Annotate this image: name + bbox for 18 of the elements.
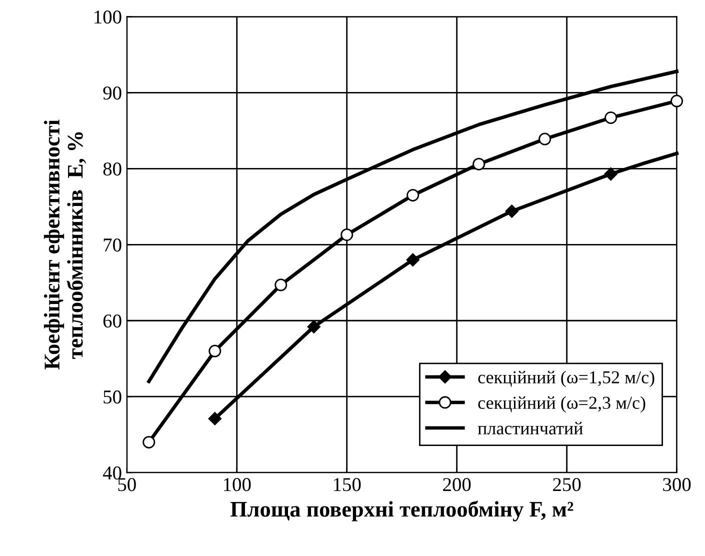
legend-label: секційний (ω=1,52 м/с) (478, 370, 654, 388)
x-tick-label: 300 (663, 478, 691, 492)
y-tick-label: 100 (94, 10, 122, 24)
x-tick-label: 50 (118, 478, 136, 492)
legend-label: секційний (ω=2,3 м/с) (478, 396, 646, 413)
x-tick-label: 100 (224, 478, 251, 492)
x-tick-label: 250 (553, 478, 581, 492)
legend-label: пластинчатий (478, 422, 583, 434)
x-tick-label: 150 (334, 478, 361, 492)
y-tick-label: 90 (103, 86, 122, 100)
y-axis-title: Коефіцієнт ефективності теплообмінників E, % (44, 120, 86, 370)
y-tick-label: 70 (104, 238, 122, 252)
x-axis-title: Площа поверхні теплообміну F, м² (230, 500, 574, 522)
y-tick-label: 80 (103, 162, 122, 176)
y-tick-label: 40 (102, 466, 122, 480)
x-tick-label: 200 (443, 478, 471, 492)
y-tick-label: 60 (103, 314, 122, 328)
y-tick-label: 50 (104, 390, 122, 404)
